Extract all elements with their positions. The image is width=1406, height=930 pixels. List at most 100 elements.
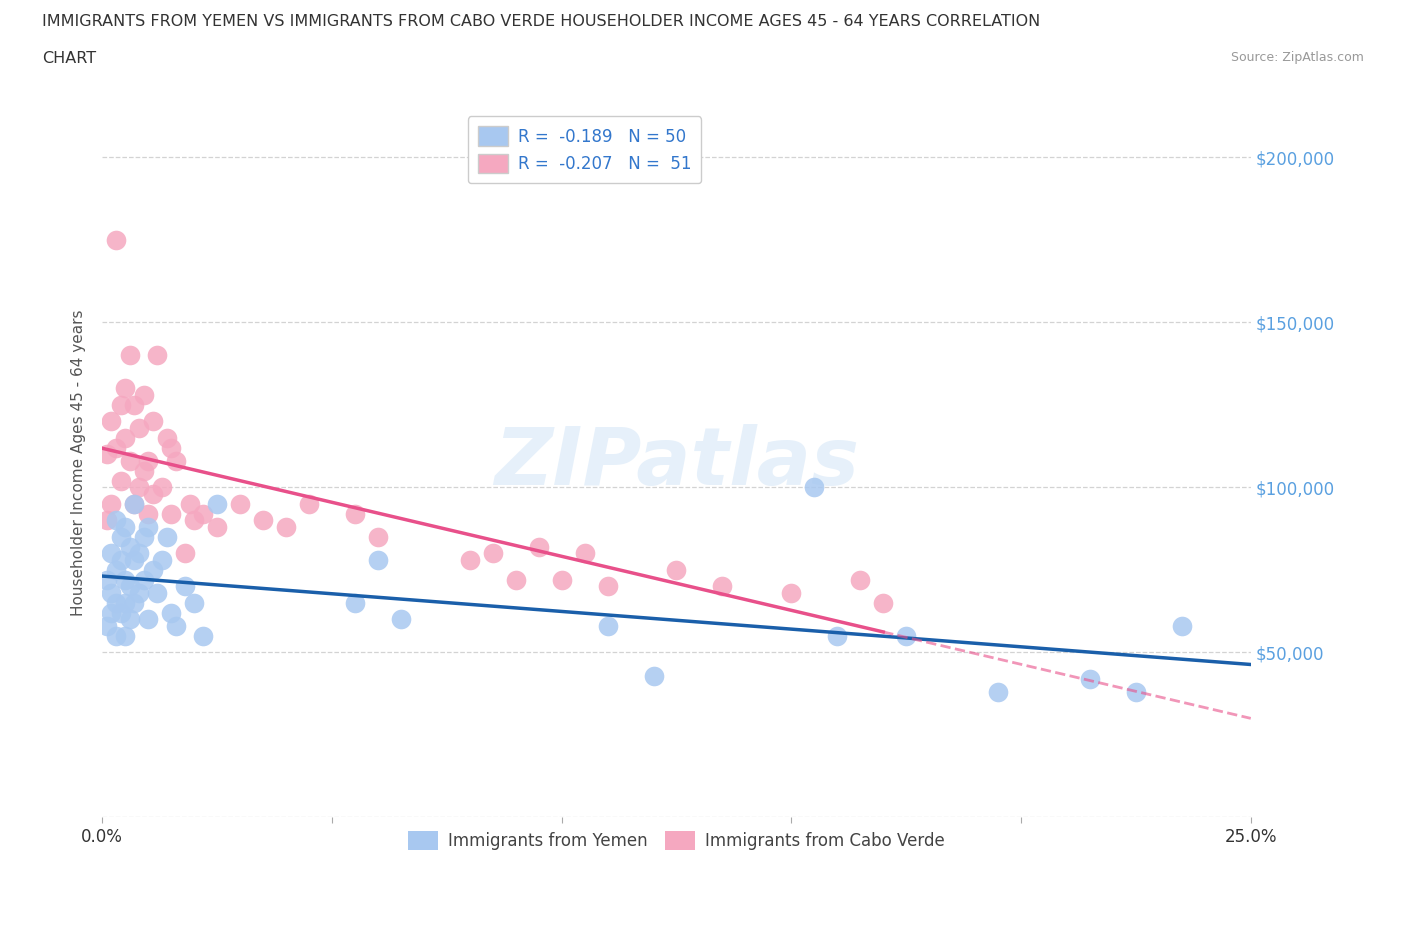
- Point: [96, 618, 118, 633]
- Point: [183, 595, 205, 610]
- Point: [205, 520, 228, 535]
- Point: [114, 572, 136, 587]
- Point: [183, 513, 205, 528]
- Point: [110, 552, 132, 567]
- Point: [118, 579, 141, 594]
- Text: IMMIGRANTS FROM YEMEN VS IMMIGRANTS FROM CABO VERDE HOUSEHOLDER INCOME AGES 45 -: IMMIGRANTS FROM YEMEN VS IMMIGRANTS FROM…: [42, 14, 1040, 29]
- Point: [110, 473, 132, 488]
- Point: [114, 629, 136, 644]
- Point: [114, 431, 136, 445]
- Point: [1078, 671, 1101, 686]
- Point: [550, 572, 572, 587]
- Point: [872, 595, 894, 610]
- Point: [100, 546, 122, 561]
- Text: Source: ZipAtlas.com: Source: ZipAtlas.com: [1230, 51, 1364, 64]
- Point: [124, 595, 146, 610]
- Point: [146, 586, 169, 601]
- Point: [849, 572, 872, 587]
- Point: [118, 454, 141, 469]
- Point: [193, 629, 215, 644]
- Point: [150, 552, 173, 567]
- Point: [104, 232, 127, 247]
- Point: [110, 605, 132, 620]
- Point: [118, 348, 141, 363]
- Point: [179, 497, 201, 512]
- Point: [174, 579, 197, 594]
- Point: [100, 497, 122, 512]
- Point: [146, 348, 169, 363]
- Point: [104, 595, 127, 610]
- Point: [136, 507, 159, 522]
- Point: [132, 529, 155, 544]
- Point: [343, 595, 366, 610]
- Point: [124, 497, 146, 512]
- Point: [118, 612, 141, 627]
- Point: [124, 397, 146, 412]
- Point: [643, 668, 665, 683]
- Point: [574, 546, 596, 561]
- Point: [896, 629, 918, 644]
- Point: [114, 595, 136, 610]
- Point: [193, 507, 215, 522]
- Point: [128, 546, 150, 561]
- Point: [136, 454, 159, 469]
- Point: [252, 513, 274, 528]
- Point: [96, 447, 118, 462]
- Point: [124, 552, 146, 567]
- Point: [987, 684, 1010, 699]
- Point: [110, 529, 132, 544]
- Point: [205, 497, 228, 512]
- Point: [165, 618, 187, 633]
- Point: [160, 605, 183, 620]
- Point: [527, 539, 550, 554]
- Point: [96, 513, 118, 528]
- Point: [136, 612, 159, 627]
- Point: [150, 480, 173, 495]
- Point: [803, 480, 825, 495]
- Point: [458, 552, 481, 567]
- Point: [165, 454, 187, 469]
- Point: [132, 388, 155, 403]
- Y-axis label: Householder Income Ages 45 - 64 years: Householder Income Ages 45 - 64 years: [72, 310, 86, 616]
- Point: [174, 546, 197, 561]
- Legend: Immigrants from Yemen, Immigrants from Cabo Verde: Immigrants from Yemen, Immigrants from C…: [401, 823, 953, 858]
- Point: [104, 441, 127, 456]
- Point: [100, 414, 122, 429]
- Point: [142, 486, 165, 501]
- Point: [343, 507, 366, 522]
- Point: [298, 497, 321, 512]
- Point: [142, 414, 165, 429]
- Point: [160, 507, 183, 522]
- Point: [104, 629, 127, 644]
- Point: [142, 563, 165, 578]
- Point: [505, 572, 527, 587]
- Point: [1171, 618, 1194, 633]
- Point: [128, 480, 150, 495]
- Point: [132, 572, 155, 587]
- Point: [1125, 684, 1147, 699]
- Point: [367, 529, 389, 544]
- Point: [665, 563, 688, 578]
- Point: [160, 441, 183, 456]
- Point: [110, 397, 132, 412]
- Point: [389, 612, 412, 627]
- Point: [481, 546, 503, 561]
- Point: [114, 520, 136, 535]
- Point: [155, 529, 177, 544]
- Point: [96, 572, 118, 587]
- Point: [128, 420, 150, 435]
- Point: [596, 579, 619, 594]
- Point: [128, 586, 150, 601]
- Point: [114, 381, 136, 396]
- Point: [132, 463, 155, 478]
- Point: [104, 513, 127, 528]
- Text: CHART: CHART: [42, 51, 96, 66]
- Point: [711, 579, 734, 594]
- Point: [100, 586, 122, 601]
- Point: [118, 539, 141, 554]
- Point: [100, 605, 122, 620]
- Point: [104, 563, 127, 578]
- Point: [596, 618, 619, 633]
- Point: [367, 552, 389, 567]
- Point: [136, 520, 159, 535]
